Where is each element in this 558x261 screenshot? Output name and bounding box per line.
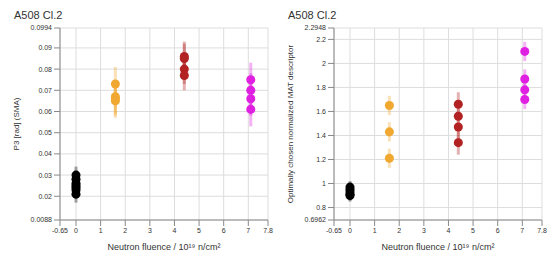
svg-text:5: 5 — [471, 227, 475, 234]
svg-text:Neutron fluence / 10¹⁹ n/cm²: Neutron fluence / 10¹⁹ n/cm² — [382, 242, 495, 252]
svg-text:1: 1 — [99, 227, 103, 234]
svg-text:4: 4 — [173, 227, 177, 234]
svg-text:0.06: 0.06 — [38, 108, 52, 115]
svg-text:5: 5 — [197, 227, 201, 234]
svg-text:1.8: 1.8 — [316, 84, 326, 91]
svg-text:0.6962: 0.6962 — [305, 216, 327, 223]
svg-text:0: 0 — [348, 227, 352, 234]
svg-text:0.0994: 0.0994 — [31, 24, 53, 31]
svg-text:-0.65: -0.65 — [326, 227, 342, 234]
svg-text:0.02: 0.02 — [38, 193, 52, 200]
svg-text:1: 1 — [322, 180, 326, 187]
svg-text:P3 [rad] (SMA): P3 [rad] (SMA) — [12, 97, 21, 150]
svg-text:1.2: 1.2 — [316, 156, 326, 163]
svg-text:Optimally chosen normalized MA: Optimally chosen normalized MAT descript… — [286, 44, 295, 203]
svg-text:7: 7 — [246, 227, 250, 234]
svg-text:Neutron fluence / 10¹⁹ n/cm²: Neutron fluence / 10¹⁹ n/cm² — [108, 242, 221, 252]
svg-text:7.8: 7.8 — [263, 227, 273, 234]
svg-text:0.05: 0.05 — [38, 129, 52, 136]
svg-text:0.08: 0.08 — [38, 66, 52, 73]
svg-text:1.4: 1.4 — [316, 132, 326, 139]
svg-text:0.09: 0.09 — [38, 44, 52, 51]
html-text:A508 Cl.2: A508 Cl.2 — [288, 9, 337, 21]
svg-text:2: 2 — [322, 60, 326, 67]
svg-text:7.8: 7.8 — [537, 227, 547, 234]
svg-text:-0.65: -0.65 — [52, 227, 68, 234]
svg-text:4: 4 — [447, 227, 451, 234]
svg-text:2: 2 — [123, 227, 127, 234]
svg-text:0.03: 0.03 — [38, 172, 52, 179]
svg-text:2.2948: 2.2948 — [305, 24, 327, 31]
svg-text:3: 3 — [148, 227, 152, 234]
svg-text:0.8: 0.8 — [316, 204, 326, 211]
html-text:A508 Cl.2: A508 Cl.2 — [14, 9, 63, 21]
svg-text:6: 6 — [496, 227, 500, 234]
svg-text:1: 1 — [373, 227, 377, 234]
svg-text:0.07: 0.07 — [38, 87, 52, 94]
svg-text:7: 7 — [520, 227, 524, 234]
svg-text:3: 3 — [422, 227, 426, 234]
svg-text:2.2: 2.2 — [316, 36, 326, 43]
svg-text:0: 0 — [74, 227, 78, 234]
svg-text:0.0088: 0.0088 — [31, 216, 53, 223]
svg-text:0.04: 0.04 — [38, 150, 52, 157]
svg-text:6: 6 — [222, 227, 226, 234]
svg-text:1.6: 1.6 — [316, 108, 326, 115]
svg-text:2: 2 — [397, 227, 401, 234]
